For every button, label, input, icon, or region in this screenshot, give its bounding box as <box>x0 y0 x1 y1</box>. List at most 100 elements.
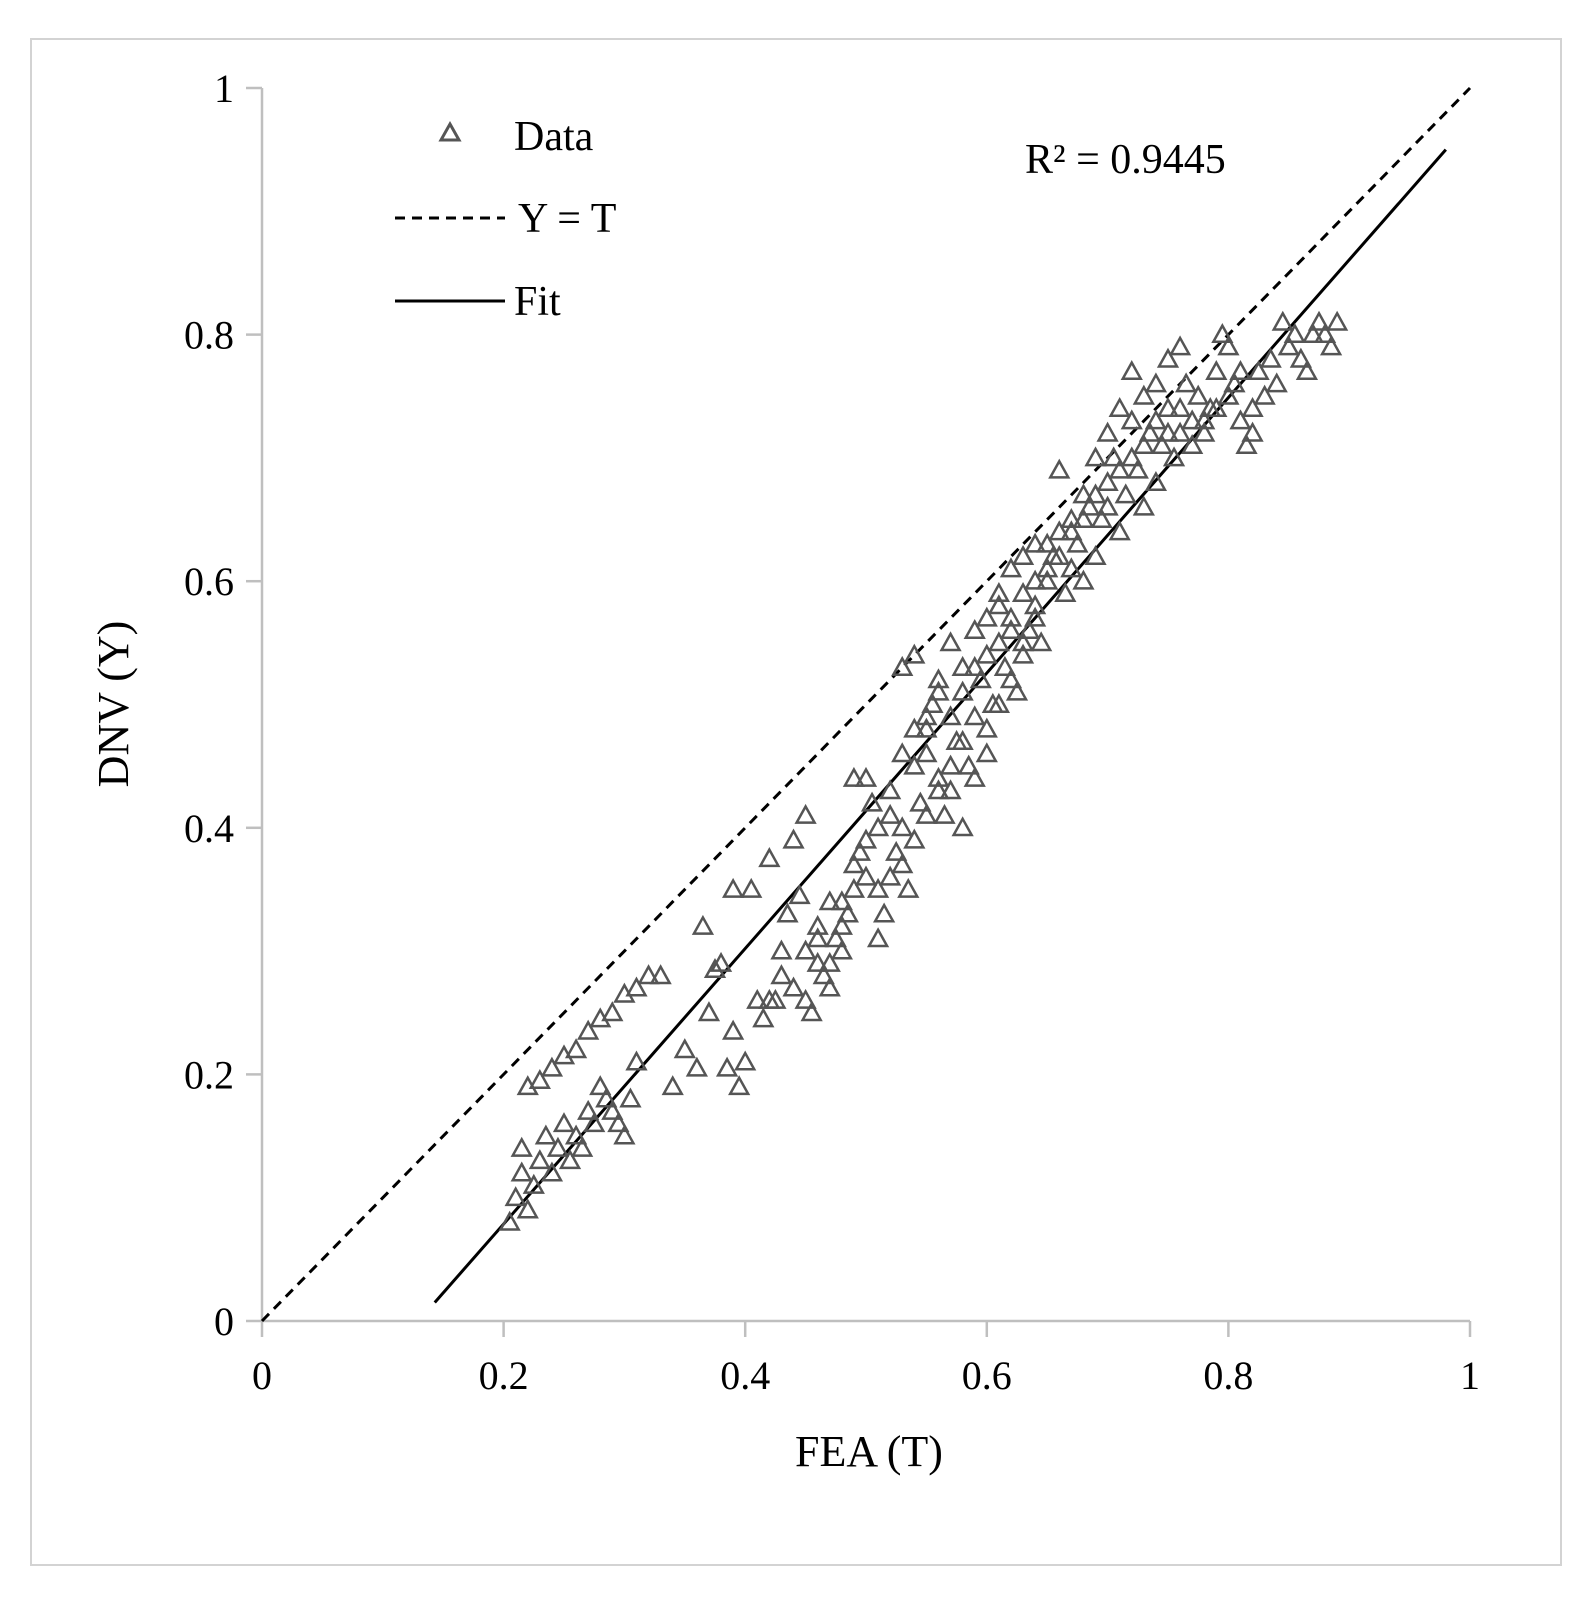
data-point-triangle <box>1325 310 1349 331</box>
data-point-triangle <box>613 1124 636 1145</box>
data-point-triangle <box>577 1019 600 1040</box>
data-point-triangle <box>601 1099 624 1120</box>
data-point-triangle <box>528 1068 551 1090</box>
data-point-triangle <box>534 1124 558 1145</box>
data-point-triangle <box>1005 680 1029 701</box>
data-point-triangle <box>516 1198 539 1219</box>
y-tick-label: 1 <box>214 66 234 111</box>
data-point-triangle <box>830 890 853 911</box>
data-point-triangle <box>1048 544 1071 565</box>
data-point-triangle <box>1247 360 1270 381</box>
data-point-triangle <box>1011 581 1035 602</box>
data-point-triangle <box>1156 347 1180 368</box>
data-point-triangle <box>915 717 938 738</box>
data-point-triangle <box>939 754 962 775</box>
data-point-triangle <box>1011 643 1035 664</box>
data-point-triangle <box>842 853 866 874</box>
data-point-triangle <box>1289 347 1313 368</box>
data-point-triangle <box>552 1112 576 1133</box>
data-point-triangle <box>1011 631 1035 652</box>
data-point-triangle <box>685 1056 709 1077</box>
data-point-triangle <box>1241 397 1264 418</box>
data-point-triangle <box>522 1173 545 1194</box>
data-point-triangle <box>963 766 986 787</box>
data-point-triangle <box>752 1007 775 1028</box>
data-point-triangle <box>915 803 938 824</box>
legend-triangle-marker-icon <box>438 120 462 142</box>
data-point-triangle <box>1090 507 1113 528</box>
data-point-triangle <box>927 680 950 701</box>
data-point-triangle <box>999 606 1023 627</box>
data-point-triangle <box>1066 532 1089 553</box>
data-point-triangle <box>975 606 998 627</box>
data-point-triangle <box>607 1112 630 1133</box>
data-point-triangle <box>933 803 956 824</box>
legend-label-data: Data <box>514 114 594 160</box>
data-point-triangle <box>1193 409 1216 430</box>
data-point-triangle <box>734 1050 757 1071</box>
data-point-triangle <box>1150 433 1174 455</box>
legend-item-fit: Fit <box>395 279 561 325</box>
x-tick-label: 0.8 <box>1203 1353 1253 1398</box>
x-tick-label: 0.4 <box>720 1353 770 1398</box>
r-squared-annotation: R² = 0.9445 <box>1025 137 1226 183</box>
data-point-triangle <box>963 705 986 726</box>
data-point-triangle <box>963 618 986 639</box>
data-point-triangle <box>987 692 1011 713</box>
data-point-triangle <box>879 779 902 800</box>
data-point-triangle <box>1023 594 1047 615</box>
data-point-triangle <box>770 939 793 960</box>
data-point-triangle <box>830 914 853 935</box>
data-point-triangle <box>1271 310 1294 331</box>
data-point-triangle <box>1060 520 1083 541</box>
data-point-triangle <box>619 1087 642 1108</box>
identity-line <box>260 86 1472 1323</box>
y-axis-title: DNV (Y) <box>89 621 138 788</box>
data-point-triangle <box>903 717 926 738</box>
x-tick-label: 0.2 <box>479 1353 529 1398</box>
data-point-triangle <box>885 840 908 861</box>
data-point-triangle <box>957 754 980 775</box>
data-point-triangle <box>806 927 829 948</box>
data-point-triangle <box>1048 520 1071 541</box>
data-point-triangle <box>951 816 974 837</box>
data-point-triangle <box>788 884 811 905</box>
data-point-triangle <box>1156 421 1180 442</box>
data-point-triangle <box>1307 310 1331 331</box>
data-point-triangle <box>1126 458 1149 479</box>
data-point-triangle <box>1144 409 1168 430</box>
data-point-triangle <box>721 877 745 898</box>
data-point-triangle <box>903 828 926 849</box>
data-point-triangle <box>1181 409 1204 430</box>
data-point-triangle <box>782 976 805 997</box>
data-point-triangle <box>1235 433 1258 455</box>
data-point-triangle <box>1174 372 1198 393</box>
data-point-triangle <box>546 1136 570 1157</box>
data-point-triangle <box>999 557 1023 578</box>
data-point-triangle <box>1108 458 1131 479</box>
data-point-triangle <box>1168 397 1192 418</box>
data-point-triangle <box>1132 433 1155 455</box>
data-point-triangle <box>1319 335 1343 356</box>
data-point-triangle <box>1144 470 1168 492</box>
data-point-triangle <box>661 1075 684 1096</box>
data-point-triangle <box>1096 495 1119 516</box>
legend-item-data: Data <box>438 114 594 160</box>
fit-line <box>433 148 1447 1304</box>
data-point-triangle <box>812 964 835 985</box>
y-tick-label: 0.8 <box>184 313 234 358</box>
data-point-triangle <box>951 729 974 750</box>
tick-labels: 0 0.2 0.4 0.6 0.8 1 0 0.2 0.4 0.6 0.8 1 <box>184 66 1480 1398</box>
data-point-triangle <box>1187 384 1210 405</box>
data-point-triangle <box>836 902 860 923</box>
data-point-triangle <box>746 988 769 1009</box>
data-point-triangle <box>1108 397 1131 418</box>
data-point-triangle <box>975 643 998 664</box>
data-point-triangle <box>1036 532 1059 553</box>
data-point-triangle <box>691 914 715 935</box>
data-point-triangle <box>951 680 974 701</box>
data-point-triangle <box>1030 631 1053 652</box>
data-point-triangle <box>927 668 950 689</box>
data-point-triangle <box>794 939 817 960</box>
